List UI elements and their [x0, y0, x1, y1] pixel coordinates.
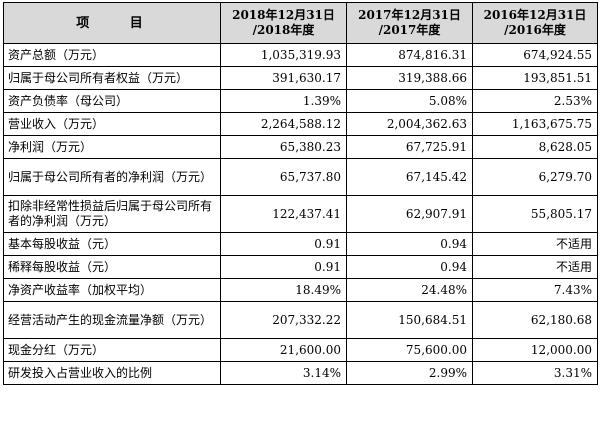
row-value: 2,004,362.63	[346, 112, 473, 136]
row-value: 24.48%	[346, 278, 473, 302]
row-label: 现金分红（万元）	[3, 338, 221, 362]
row-value: 391,630.17	[220, 66, 347, 90]
table-row: 基本每股收益（元） 0.91 0.94 不适用	[3, 232, 598, 256]
row-value: 18.49%	[220, 278, 347, 302]
table-body: 资产总额（万元） 1,035,319.93 874,816.31 674,924…	[3, 43, 598, 385]
row-value: 0.91	[220, 232, 347, 256]
header-2016: 2016年12月31日 /2016年度	[472, 2, 598, 44]
header-2017-year: /2017年度	[378, 23, 441, 37]
row-value: 6,279.70	[472, 158, 598, 196]
row-label: 经营活动产生的现金流量净额（万元）	[3, 301, 221, 339]
header-2017: 2017年12月31日 /2017年度	[346, 2, 473, 44]
header-2018-date: 2018年12月31日	[232, 8, 335, 22]
row-value: 5.08%	[346, 89, 473, 113]
row-value: 21,600.00	[220, 338, 347, 362]
header-2016-date: 2016年12月31日	[483, 8, 587, 22]
row-value: 65,380.23	[220, 135, 347, 159]
row-value: 不适用	[472, 255, 598, 279]
header-2017-date: 2017年12月31日	[358, 8, 461, 22]
row-label: 营业收入（万元）	[3, 112, 221, 136]
row-value: 12,000.00	[472, 338, 598, 362]
row-value: 7.43%	[472, 278, 598, 302]
header-item: 项 目	[3, 2, 221, 44]
table-row: 净资产收益率（加权平均） 18.49% 24.48% 7.43%	[3, 278, 598, 302]
row-value: 8,628.05	[472, 135, 598, 159]
row-value: 2,264,588.12	[220, 112, 347, 136]
row-value: 3.14%	[220, 361, 347, 385]
row-value: 1,035,319.93	[220, 43, 347, 67]
header-item-label: 项 目	[76, 15, 161, 31]
financial-table: 项 目 2018年12月31日 /2018年度 2017年12月31日 /201…	[3, 2, 598, 385]
row-value: 65,737.80	[220, 158, 347, 196]
row-value: 207,332.22	[220, 301, 347, 339]
row-value: 1,163,675.75	[472, 112, 598, 136]
table-row: 现金分红（万元） 21,600.00 75,600.00 12,000.00	[3, 338, 598, 362]
table-row: 稀释每股收益（元） 0.91 0.94 不适用	[3, 255, 598, 279]
row-label: 研发投入占营业收入的比例	[3, 361, 221, 385]
table-row: 归属于母公司所有者的净利润（万元） 65,737.80 67,145.42 6,…	[3, 158, 598, 196]
row-label: 归属于母公司所有者的净利润（万元）	[3, 158, 221, 196]
row-label: 资产总额（万元）	[3, 43, 221, 67]
row-value: 874,816.31	[346, 43, 473, 67]
row-value: 674,924.55	[472, 43, 598, 67]
row-value: 193,851.51	[472, 66, 598, 90]
row-value: 0.94	[346, 232, 473, 256]
row-value: 319,388.66	[346, 66, 473, 90]
row-value: 75,600.00	[346, 338, 473, 362]
row-label: 资产负债率（母公司）	[3, 89, 221, 113]
table-row: 研发投入占营业收入的比例 3.14% 2.99% 3.31%	[3, 361, 598, 385]
row-value: 2.99%	[346, 361, 473, 385]
row-label: 基本每股收益（元）	[3, 232, 221, 256]
row-label: 净利润（万元）	[3, 135, 221, 159]
table-header: 项 目 2018年12月31日 /2018年度 2017年12月31日 /201…	[3, 2, 598, 44]
row-value: 0.94	[346, 255, 473, 279]
row-value: 2.53%	[472, 89, 598, 113]
table-row: 经营活动产生的现金流量净额（万元） 207,332.22 150,684.51 …	[3, 301, 598, 339]
row-value: 67,725.91	[346, 135, 473, 159]
table-row: 归属于母公司所有者权益（万元） 391,630.17 319,388.66 19…	[3, 66, 598, 90]
row-value: 62,180.68	[472, 301, 598, 339]
header-2018: 2018年12月31日 /2018年度	[220, 2, 347, 44]
table-row: 营业收入（万元） 2,264,588.12 2,004,362.63 1,163…	[3, 112, 598, 136]
row-value: 150,684.51	[346, 301, 473, 339]
row-label: 扣除非经常性损益后归属于母公司所有者的净利润（万元）	[3, 195, 221, 233]
row-value: 1.39%	[220, 89, 347, 113]
row-label: 归属于母公司所有者权益（万元）	[3, 66, 221, 90]
row-label: 稀释每股收益（元）	[3, 255, 221, 279]
row-value: 0.91	[220, 255, 347, 279]
table-row: 净利润（万元） 65,380.23 67,725.91 8,628.05	[3, 135, 598, 159]
financial-summary: 项 目 2018年12月31日 /2018年度 2017年12月31日 /201…	[3, 2, 598, 422]
row-value: 67,145.42	[346, 158, 473, 196]
table-row: 资产负债率（母公司） 1.39% 5.08% 2.53%	[3, 89, 598, 113]
row-value: 不适用	[472, 232, 598, 256]
header-row: 项 目 2018年12月31日 /2018年度 2017年12月31日 /201…	[3, 2, 598, 44]
table-row: 资产总额（万元） 1,035,319.93 874,816.31 674,924…	[3, 43, 598, 67]
table-row: 扣除非经常性损益后归属于母公司所有者的净利润（万元） 122,437.41 62…	[3, 195, 598, 233]
row-label: 净资产收益率（加权平均）	[3, 278, 221, 302]
row-value: 55,805.17	[472, 195, 598, 233]
row-value: 3.31%	[472, 361, 598, 385]
header-2018-year: /2018年度	[252, 23, 315, 37]
row-value: 62,907.91	[346, 195, 473, 233]
row-value: 122,437.41	[220, 195, 347, 233]
header-2016-year: /2016年度	[504, 23, 566, 37]
